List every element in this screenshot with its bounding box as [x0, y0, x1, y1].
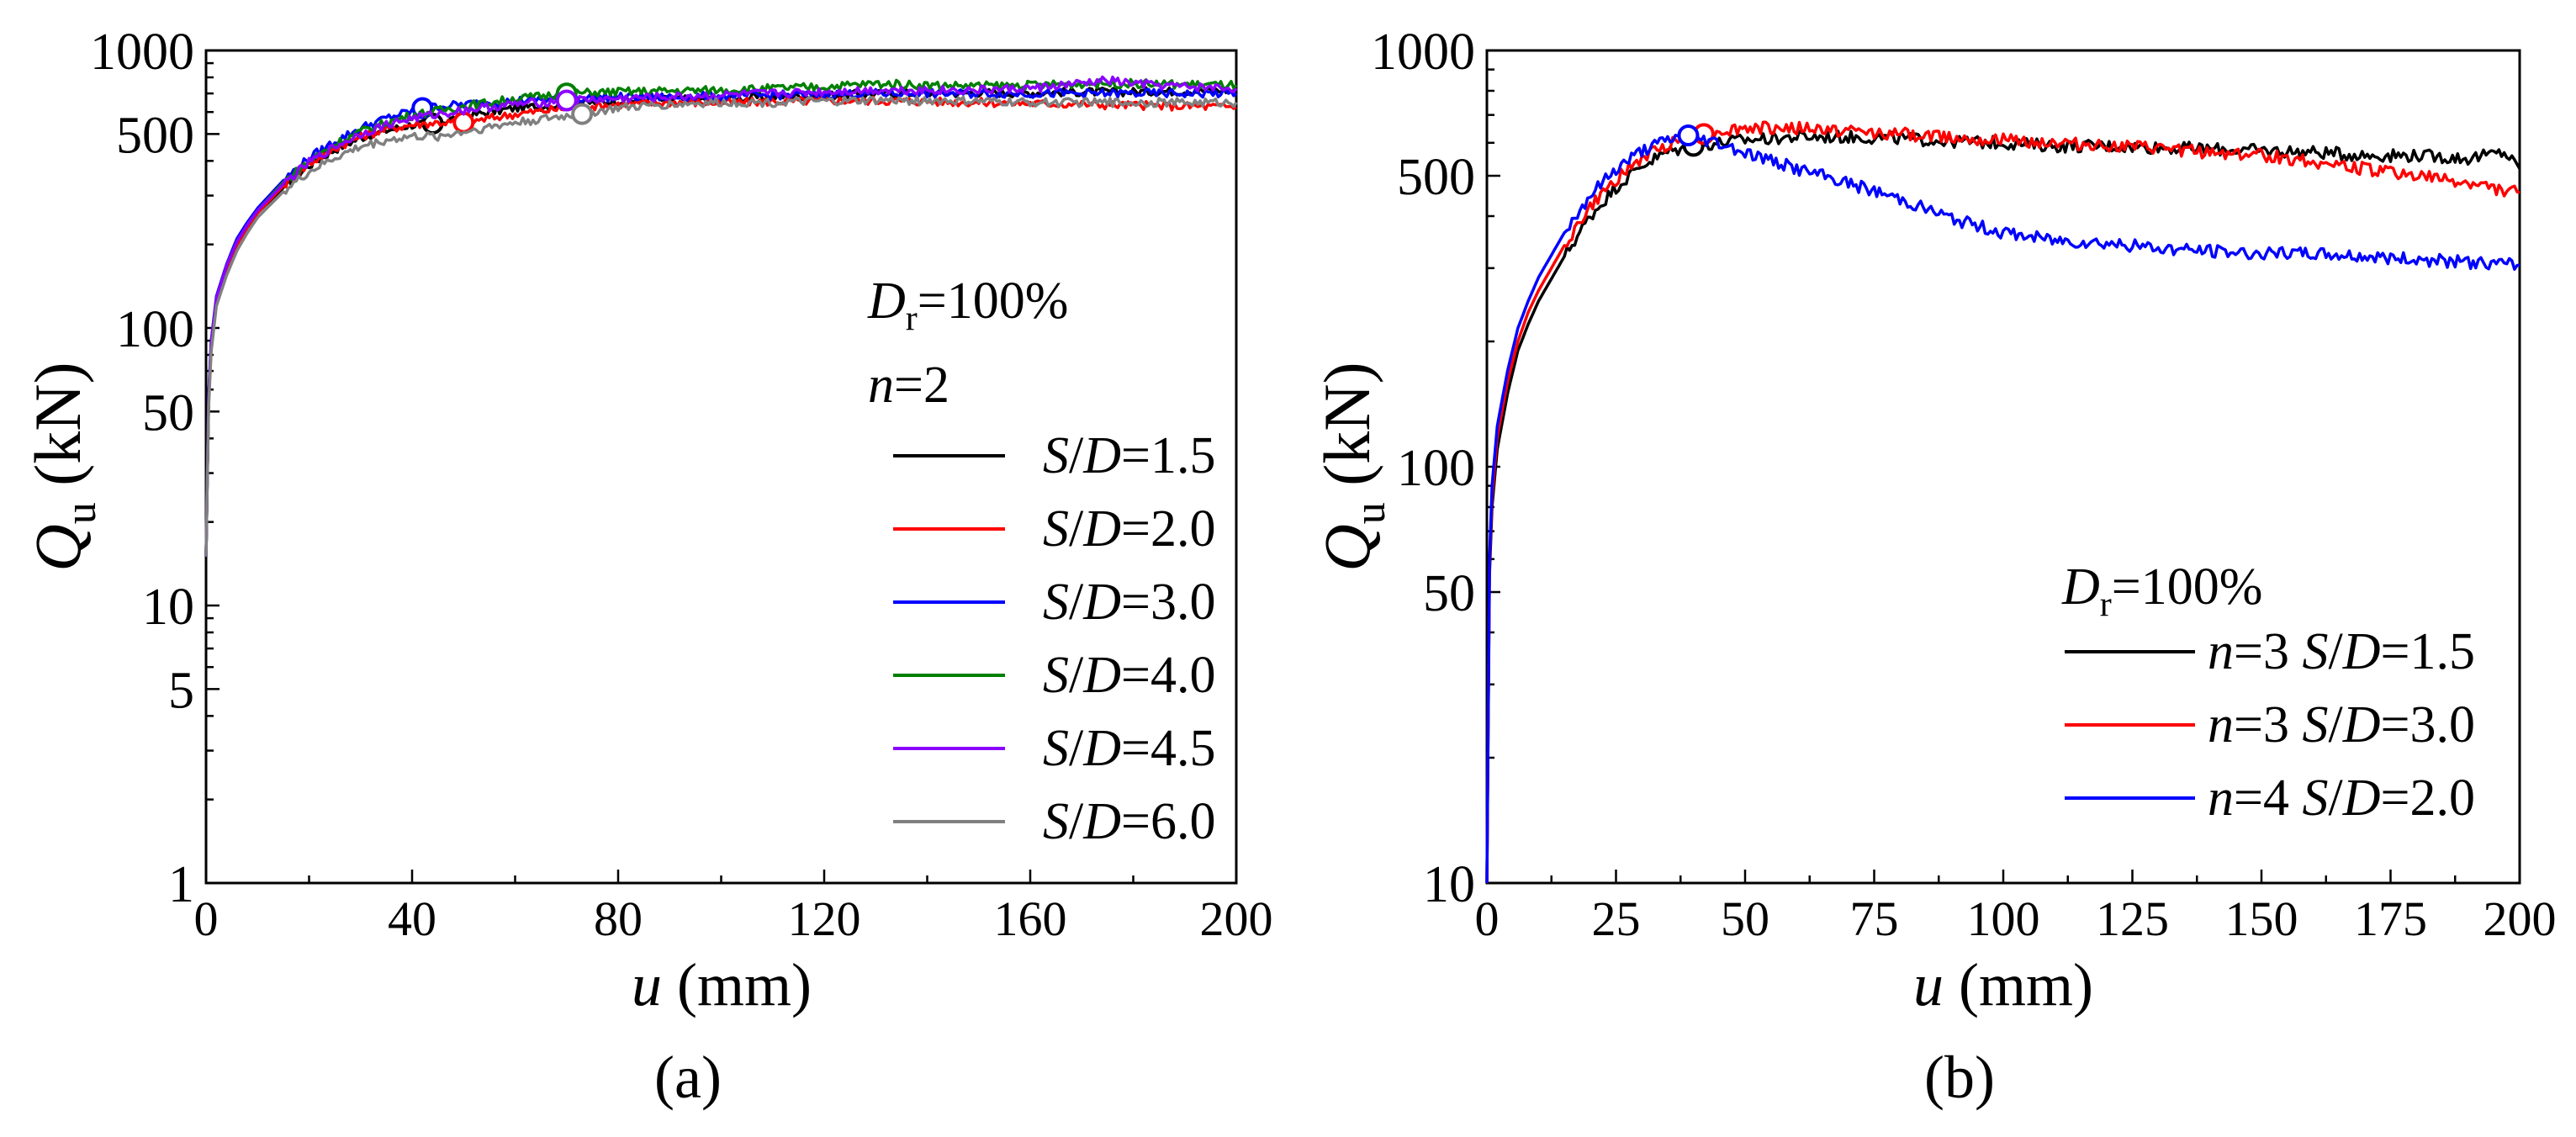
panel-a-y-axis: 1 5 10 50 100 500 1000	[90, 24, 220, 913]
series-line-s-d-2-0	[204, 95, 1237, 557]
series-line-s-d-4-5	[204, 75, 1238, 557]
peak-marker-s-d-2-0	[452, 111, 475, 134]
peak-marker-s-d-4-5	[555, 89, 578, 112]
x-tick-label-200: 200	[1200, 891, 1273, 946]
panel-a-series-group	[204, 75, 1238, 557]
y-tick-label-100: 100	[1397, 440, 1475, 497]
series-line-s-d-3-0	[204, 87, 1238, 557]
panel-b-x-axis: 0 25 50 75 100 125 150 175 200	[1475, 870, 2557, 946]
y-tick-label-50: 50	[142, 384, 194, 442]
y-tick-label-50: 50	[1423, 565, 1475, 622]
y-tick-label-500: 500	[116, 107, 194, 164]
x-tick-label-120: 120	[788, 891, 861, 946]
panel-a-x-axis: 0 40 80 120 160 200	[194, 870, 1273, 946]
series-line-n-3-s-d-3-0	[1485, 120, 2520, 884]
peak-marker-n-4-s-d-2-0	[1677, 124, 1700, 147]
panel-a-label: (a)	[654, 1044, 722, 1111]
y-tick-label-1000: 1000	[90, 24, 194, 81]
panel-b-legend: Dr=100%n=3 S/D=1.5 n=3 S/D=3.0 n=4 S/D=2.0	[2061, 558, 2475, 827]
panel-a-x-axis-label: u (mm)	[632, 951, 812, 1018]
panel-a-y-axis-label: Qu (kN)	[21, 362, 105, 571]
legend-title-line-0: Dr=100%	[2061, 558, 2262, 624]
legend-title-line-1: n=2	[868, 357, 949, 414]
x-tick-label-150: 150	[2225, 891, 2298, 946]
x-tick-label-125: 125	[2096, 891, 2169, 946]
series-line-s-d-4-0	[204, 77, 1238, 557]
x-tick-label-75: 75	[1850, 891, 1899, 946]
legend-label-s-d-1-5: S/D=1.5	[1043, 427, 1215, 484]
y-tick-label-1000: 1000	[1371, 24, 1475, 81]
x-tick-label-200: 200	[2483, 891, 2557, 946]
x-tick-label-25: 25	[1592, 891, 1641, 946]
legend-title-line-0: Dr=100%	[867, 272, 1068, 338]
panel-b: 10 50 100 500 1000 0 25 50 75 100 125 150 175 200 Dr…	[1310, 24, 2557, 1111]
x-tick-label-40: 40	[388, 891, 436, 946]
y-tick-label-500: 500	[1397, 149, 1475, 206]
legend-label-n-3-s-d-3-0: n=3 S/D=3.0	[2208, 696, 2475, 754]
x-tick-label-100: 100	[1967, 891, 2040, 946]
legend-label-n-4-s-d-2-0: n=4 S/D=2.0	[2208, 769, 2475, 827]
legend-label-s-d-4-5: S/D=4.5	[1043, 720, 1215, 777]
y-tick-label-10: 10	[142, 579, 194, 636]
y-tick-label-100: 100	[116, 301, 194, 358]
y-tick-label-1: 1	[168, 856, 194, 913]
legend-label-s-d-3-0: S/D=3.0	[1043, 574, 1215, 631]
series-line-n-4-s-d-2-0	[1485, 131, 2520, 884]
panel-b-y-axis: 10 50 100 500 1000	[1371, 24, 1500, 913]
panel-a-legend: Dr=100% n=2 S/D=1.5 S/D=2.0 S/D=3.0 S/D=4.0 S/…	[867, 272, 1215, 850]
panel-b-plot-frame	[1485, 49, 2521, 885]
panel-b-x-axis-label: u (mm)	[1913, 951, 2093, 1018]
legend-label-s-d-4-0: S/D=4.0	[1043, 647, 1215, 704]
y-tick-label-10: 10	[1423, 856, 1475, 913]
series-line-s-d-1-5	[204, 86, 1237, 557]
panel-b-y-axis-label: Qu (kN)	[1310, 362, 1394, 571]
x-tick-label-50: 50	[1721, 891, 1769, 946]
x-tick-label-160: 160	[994, 891, 1067, 946]
legend-label-n-3-s-d-1-5: n=3 S/D=1.5	[2208, 623, 2475, 680]
panel-b-label: (b)	[1924, 1044, 1995, 1111]
legend-label-s-d-2-0: S/D=2.0	[1043, 500, 1215, 558]
x-tick-label-0: 0	[194, 891, 219, 946]
x-tick-label-0: 0	[1475, 891, 1500, 946]
x-tick-label-175: 175	[2354, 891, 2427, 946]
peak-marker-s-d-6-0	[571, 103, 594, 125]
panel-b-series-group	[1485, 120, 2521, 884]
y-tick-label-5: 5	[168, 662, 194, 719]
legend-label-s-d-6-0: S/D=6.0	[1043, 793, 1215, 850]
x-tick-label-80: 80	[594, 891, 643, 946]
series-line-s-d-6-0	[204, 95, 1238, 557]
panel-a: 1 5 10 50 100 500 1000 0 40 80 120 160 200 Dr=100% n…	[21, 24, 1273, 1111]
